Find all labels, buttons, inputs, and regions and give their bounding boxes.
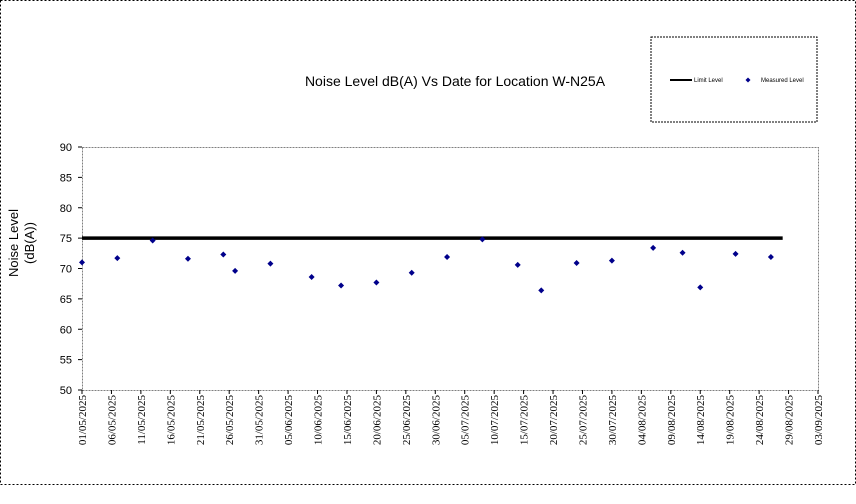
measured-level-point [538, 287, 545, 294]
measured-level-point [149, 237, 156, 244]
y-tick-label: 70 [60, 264, 72, 276]
chart-title: Noise Level dB(A) Vs Date for Location W… [305, 73, 606, 89]
measured-level-point [732, 250, 739, 257]
x-tick-label: 24/08/2025 [754, 395, 766, 446]
measured-level-point [308, 274, 315, 281]
legend-limit-label: Limit Level [694, 78, 723, 84]
measured-level-point [184, 255, 191, 262]
x-tick-label: 04/08/2025 [636, 395, 648, 446]
y-tick-label: 60 [60, 324, 72, 336]
x-tick-label: 14/08/2025 [695, 395, 707, 446]
y-tick-label: 50 [60, 385, 72, 397]
x-tick-label: 29/08/2025 [784, 395, 796, 446]
y-tick-label: 75 [60, 233, 72, 245]
measured-level-point [608, 257, 615, 264]
x-tick-label: 09/08/2025 [666, 395, 678, 446]
x-tick-label: 16/05/2025 [165, 395, 177, 446]
measured-level-point [573, 260, 580, 267]
x-axis: 01/05/2025 06/05/2025 11/05/2025 16/05/2025… [77, 390, 825, 445]
measured-level-point [220, 251, 227, 258]
x-tick-label: 05/06/2025 [283, 395, 295, 446]
x-tick-label: 20/07/2025 [548, 395, 560, 446]
x-tick-label: 06/05/2025 [106, 395, 118, 446]
measured-level-point [373, 279, 380, 286]
y-tick-label: 80 [60, 203, 72, 215]
x-tick-label: 20/06/2025 [371, 395, 383, 446]
x-tick-label: 01/05/2025 [77, 395, 89, 446]
measured-level-point [479, 236, 486, 243]
measured-level-point [338, 282, 345, 289]
x-tick-label: 30/07/2025 [607, 395, 619, 446]
legend-measured-swatch [745, 77, 751, 83]
x-tick-label: 05/07/2025 [460, 395, 472, 446]
x-tick-label: 15/07/2025 [519, 395, 531, 446]
series-layer [79, 236, 783, 294]
measured-level-point [267, 260, 274, 267]
y-axis-label-line1: Noise Level [6, 209, 21, 277]
measured-level-point [650, 244, 657, 251]
measured-level-point [114, 255, 121, 262]
y-tick-label: 90 [60, 142, 72, 154]
x-tick-label: 30/06/2025 [430, 395, 442, 446]
measured-level-point [697, 284, 704, 291]
measured-level-point [444, 253, 451, 260]
y-tick-label: 65 [60, 294, 72, 306]
measured-level-point [679, 249, 686, 256]
measured-level-point [514, 261, 521, 268]
legend: Limit Level Measured Level [650, 36, 818, 123]
x-tick-label: 15/06/2025 [342, 395, 354, 446]
y-tick-label: 55 [60, 355, 72, 367]
y-axis-label-line2: (dB(A)) [22, 222, 37, 264]
x-tick-label: 25/07/2025 [577, 395, 589, 446]
y-tick-label: 85 [60, 172, 72, 184]
y-axis-label: Noise Level (dB(A)) [6, 209, 37, 277]
y-axis: 50 55 60 65 70 75 80 85 90 [60, 142, 82, 397]
x-tick-label: 25/06/2025 [401, 395, 413, 446]
measured-level-point [767, 253, 774, 260]
measured-level-point [79, 259, 85, 266]
plot-area [82, 147, 819, 391]
x-tick-label: 10/06/2025 [313, 395, 325, 446]
measured-level-point [408, 269, 415, 276]
x-tick-label: 11/05/2025 [136, 395, 148, 445]
x-tick-label: 19/08/2025 [725, 395, 737, 446]
x-tick-label: 31/05/2025 [254, 395, 266, 446]
measured-level-point [232, 267, 239, 274]
x-tick-label: 21/05/2025 [195, 395, 207, 446]
legend-measured-label: Measured Level [761, 78, 804, 84]
x-tick-label: 03/09/2025 [813, 395, 825, 446]
x-tick-label: 26/05/2025 [224, 395, 236, 446]
x-tick-label: 10/07/2025 [489, 395, 501, 446]
